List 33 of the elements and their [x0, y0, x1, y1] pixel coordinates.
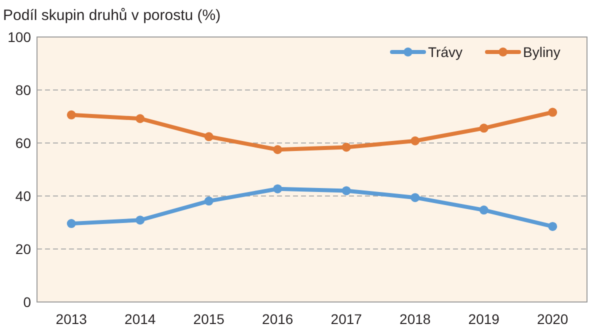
legend-label: Trávy [428, 44, 462, 60]
chart-title: Podíl skupin druhů v porostu (%) [3, 7, 221, 24]
point [479, 124, 488, 133]
y-tick-label: 100 [8, 28, 32, 45]
x-tick-label: 2019 [468, 311, 500, 327]
x-tick-label: 2013 [56, 311, 88, 327]
point [66, 219, 76, 228]
point [204, 132, 214, 142]
legend-label: Byliny [523, 44, 560, 60]
x-tick-label: 2020 [537, 311, 568, 327]
point [410, 136, 420, 146]
point [273, 145, 282, 154]
point [548, 222, 558, 231]
x-tick-label: 2014 [124, 311, 156, 327]
x-tick-label: 2017 [330, 311, 362, 327]
point [66, 110, 76, 120]
point [136, 216, 145, 225]
point [548, 108, 558, 117]
x-tick-label: 2016 [262, 311, 294, 327]
x-tick-label: 2015 [193, 311, 225, 327]
point [342, 142, 351, 152]
point [479, 206, 488, 215]
y-tick-label: 80 [15, 82, 32, 98]
x-tick-label: 2018 [400, 311, 431, 327]
y-tick-label: 20 [15, 240, 32, 257]
y-tick-label: 40 [15, 188, 32, 204]
y-tick-label: 0 [23, 294, 32, 310]
y-tick-label: 60 [15, 134, 32, 151]
point [273, 184, 282, 194]
point [342, 186, 351, 196]
point [410, 193, 420, 202]
point [136, 114, 145, 124]
point [204, 196, 214, 206]
